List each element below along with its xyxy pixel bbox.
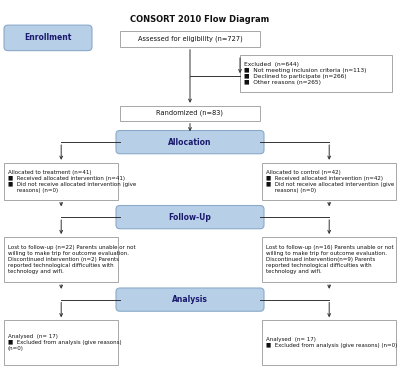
Text: Randomized (n=83): Randomized (n=83) [156,110,224,117]
Text: Allocated to control (n=42)
■  Received allocated intervention (n=42)
■  Did not: Allocated to control (n=42) ■ Received a… [266,170,394,193]
FancyBboxPatch shape [4,163,118,200]
FancyBboxPatch shape [4,320,118,364]
FancyBboxPatch shape [120,106,260,121]
FancyBboxPatch shape [116,288,264,311]
FancyBboxPatch shape [4,237,118,282]
FancyBboxPatch shape [116,130,264,154]
FancyBboxPatch shape [262,237,396,282]
FancyBboxPatch shape [262,320,396,364]
Text: Lost to follow-up (n=22) Parents unable or not
willing to make trip for outcome : Lost to follow-up (n=22) Parents unable … [8,245,136,274]
FancyBboxPatch shape [240,55,392,92]
Text: Enrollment: Enrollment [24,33,72,42]
Text: Allocation: Allocation [168,138,212,147]
Text: Lost to follow-up (n=16) Parents unable or not
willing to make trip for outcome : Lost to follow-up (n=16) Parents unable … [266,245,394,274]
Text: Analysed  (n= 17)
■  Excluded from analysis (give reasons)
(n=0): Analysed (n= 17) ■ Excluded from analysi… [8,334,122,351]
FancyBboxPatch shape [4,25,92,51]
FancyBboxPatch shape [262,163,396,200]
Text: Follow-Up: Follow-Up [168,213,212,222]
FancyBboxPatch shape [116,206,264,229]
Text: Analysed  (n= 17)
■  Excluded from analysis (give reasons) (n=0): Analysed (n= 17) ■ Excluded from analysi… [266,337,397,348]
Text: Analysis: Analysis [172,295,208,304]
Text: Allocated to treatment (n=41)
■  Received allocated intervention (n=41)
■  Did n: Allocated to treatment (n=41) ■ Received… [8,170,136,193]
Text: CONSORT 2010 Flow Diagram: CONSORT 2010 Flow Diagram [130,15,270,24]
FancyBboxPatch shape [120,31,260,47]
Text: Excluded  (n=644)
■  Not meeting inclusion criteria (n=113)
■  Declined to parti: Excluded (n=644) ■ Not meeting inclusion… [244,62,366,85]
Text: Assessed for eligibility (n=727): Assessed for eligibility (n=727) [138,36,242,42]
